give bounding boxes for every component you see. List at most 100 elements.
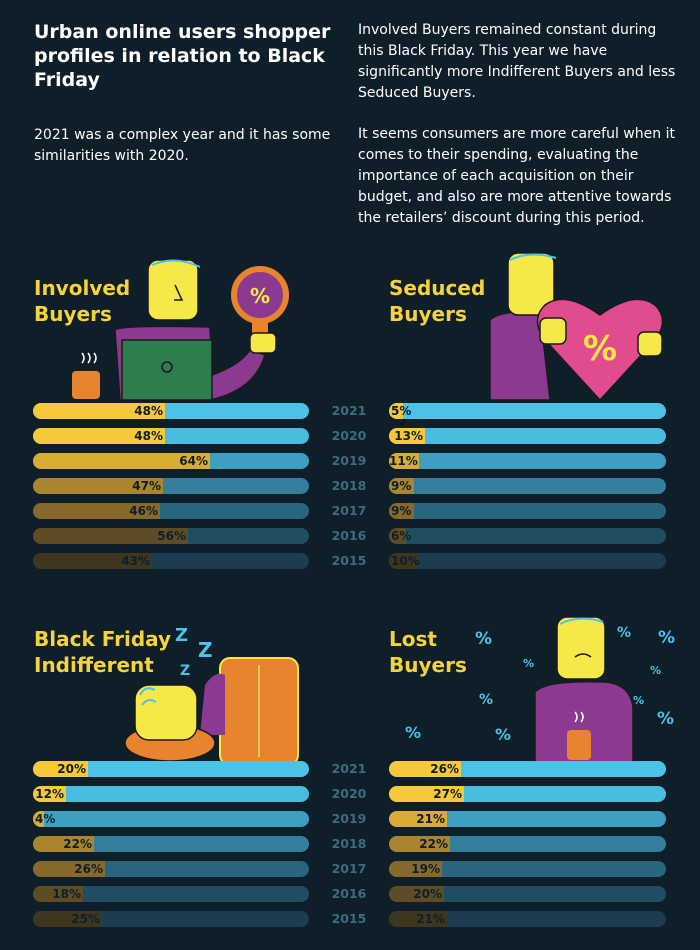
heart-percent-icon: %: [536, 298, 664, 402]
bar-value-label: 22%: [419, 837, 448, 851]
svg-text:%: %: [658, 628, 675, 648]
bar-value-label: 46%: [129, 504, 158, 518]
bar-value-label: 20%: [57, 762, 86, 776]
bar-track: 46%: [33, 503, 309, 519]
bar-fill: [389, 528, 406, 544]
year-label: 2021: [331, 761, 367, 776]
bar-fill: [389, 553, 417, 569]
year-label: 2018: [331, 836, 367, 851]
bar-fill: [389, 786, 464, 802]
bar-fill: [389, 478, 414, 494]
page-title: Urban online users shopper profiles in r…: [34, 21, 331, 91]
year-label: 2016: [331, 528, 367, 543]
bar-value-label: 20%: [413, 887, 442, 901]
bar-value-label: 6%: [391, 529, 412, 543]
bar-fill: [389, 836, 450, 852]
bar-value-label: 48%: [134, 429, 163, 443]
bar-track: 43%: [33, 553, 309, 569]
year-label: 2019: [331, 811, 367, 826]
bar-fill: [389, 861, 442, 877]
bar-value-label: 9%: [391, 504, 412, 518]
lost-buyers-title: Lost Buyers: [389, 627, 467, 677]
bar-fill: [33, 428, 165, 444]
bar-track: 21%: [389, 911, 666, 927]
year-label: 2015: [331, 553, 367, 568]
bar-value-label: 27%: [433, 787, 462, 801]
svg-text:%: %: [633, 694, 644, 707]
bar-fill: [33, 886, 83, 902]
bar-value-label: 11%: [389, 454, 418, 468]
bar-track: 27%: [389, 786, 666, 802]
svg-text:%: %: [405, 723, 421, 742]
bar-value-label: 4%: [35, 812, 56, 826]
seduced-buyer-illustration: %: [489, 252, 664, 402]
bar-fill: [389, 911, 447, 927]
bar-track: 26%: [389, 761, 666, 777]
bar-track: 11%: [389, 453, 666, 469]
bar-track: 9%: [389, 503, 666, 519]
bar-value-label: 43%: [121, 554, 150, 568]
svg-text:%: %: [657, 709, 674, 729]
bar-fill: [389, 428, 425, 444]
seduced-buyers-title: Seduced Buyers: [389, 276, 486, 326]
involved-buyers-title: Involved Buyers: [34, 276, 131, 326]
bar-track: 13%: [389, 428, 666, 444]
bar-value-label: 64%: [179, 454, 208, 468]
svg-text:%: %: [617, 625, 631, 641]
bar-fill: [33, 861, 105, 877]
bar-value-label: 12%: [35, 787, 64, 801]
bar-track: 6%: [389, 528, 666, 544]
svg-text:%: %: [495, 725, 511, 744]
bar-fill: [33, 911, 102, 927]
coffee-cup-icon: [72, 352, 100, 399]
bar-track: 48%: [33, 428, 309, 444]
bar-fill: [33, 553, 152, 569]
indifferent-buyers-title: Black Friday Indifferent: [34, 627, 172, 677]
bar-fill: [389, 811, 447, 827]
bar-track: 64%: [33, 453, 309, 469]
involved-buyer-illustration: %: [72, 259, 289, 401]
svg-text:%: %: [479, 692, 493, 708]
svg-text:%: %: [583, 329, 617, 369]
bar-fill: [389, 503, 414, 519]
indifferent-buyer-illustration: Z Z Z: [124, 625, 299, 765]
bar-value-label: 13%: [394, 429, 423, 443]
intro-text: 2021 was a complex year and it has some …: [34, 127, 331, 164]
percent-symbols-icon: % % % % % % % % % %: [405, 625, 675, 744]
bar-track: 25%: [33, 911, 309, 927]
svg-text:%: %: [475, 629, 492, 649]
svg-text:%: %: [250, 284, 270, 308]
bar-track: 20%: [33, 761, 309, 777]
bar-fill: [389, 761, 461, 777]
bar-track: 19%: [389, 861, 666, 877]
bar-fill: [33, 503, 160, 519]
bar-fill: [33, 786, 66, 802]
bar-track: 4%: [33, 811, 309, 827]
bar-fill: [33, 403, 165, 419]
year-label: 2015: [331, 911, 367, 926]
bar-track: 48%: [33, 403, 309, 419]
bar-track: 22%: [33, 836, 309, 852]
bar-track: 18%: [33, 886, 309, 902]
year-label: 2017: [331, 861, 367, 876]
bar-value-label: 25%: [71, 912, 100, 926]
bar-fill: [33, 528, 188, 544]
svg-text:%: %: [523, 657, 534, 670]
coffee-cup-icon: [567, 711, 591, 760]
bar-value-label: 26%: [430, 762, 459, 776]
year-label: 2018: [331, 478, 367, 493]
bar-value-label: 26%: [74, 862, 103, 876]
bar-track: 56%: [33, 528, 309, 544]
bar-value-label: 10%: [391, 554, 420, 568]
bar-fill: [33, 811, 44, 827]
bar-fill: [33, 478, 163, 494]
bar-track: 20%: [389, 886, 666, 902]
lost-buyer-illustration: % % % % % % % % % %: [405, 616, 675, 762]
year-label: 2019: [331, 453, 367, 468]
bar-track: 12%: [33, 786, 309, 802]
bar-fill: [33, 453, 210, 469]
bar-fill: [389, 403, 403, 419]
sleep-z-icon: Z Z Z: [175, 625, 213, 679]
bar-fill: [389, 886, 444, 902]
bar-track: 22%: [389, 836, 666, 852]
